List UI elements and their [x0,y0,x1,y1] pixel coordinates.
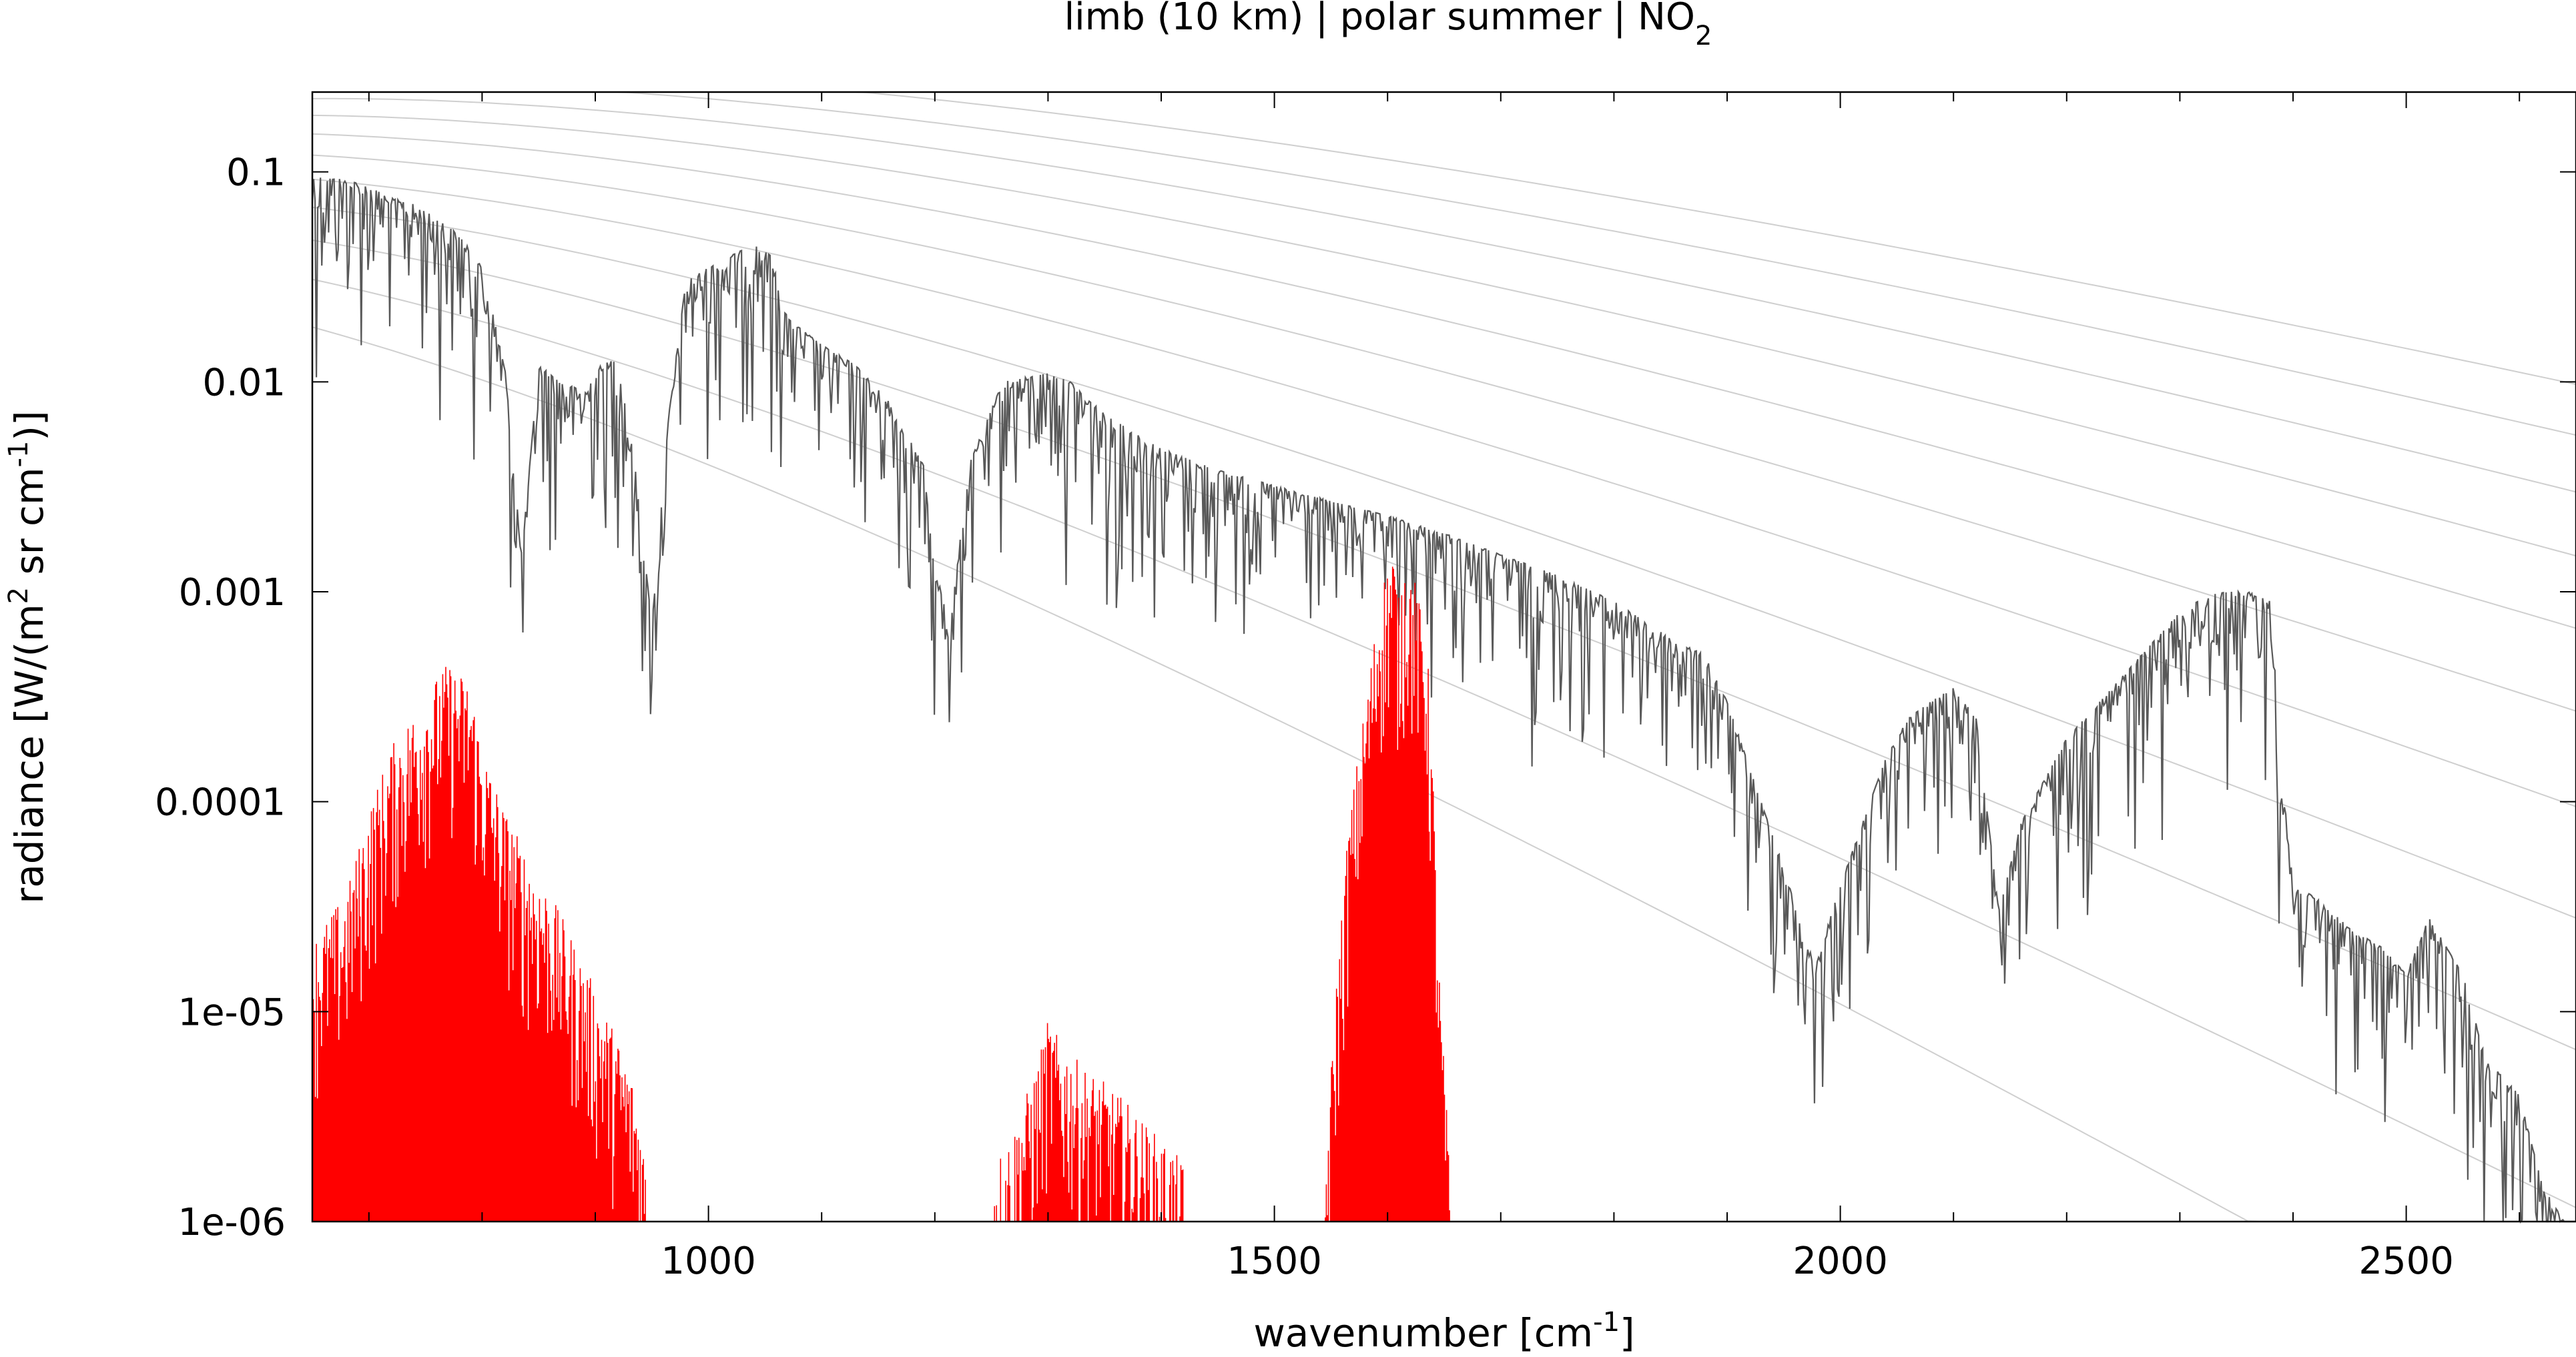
x-tick-label: 2000 [1793,1240,1888,1283]
y-tick-label: 0.01 [202,361,286,404]
planck-curve-300K [312,133,2576,629]
y-tick-label: 0.1 [226,151,286,195]
y-tick-label: 0.0001 [155,781,286,825]
y-axis-label: radiance [W/(m2 sr cm-1)] [3,410,52,903]
total-radiance-series [311,177,2575,1224]
planck-curve-360K [312,91,2576,436]
planck-curve-240K [312,206,2576,919]
x-axis-label: wavenumber [cm-1] [1253,1307,1634,1356]
chart-title: limb (10 km) | polar summer | NO2 [1064,0,1712,51]
y-tick-label: 1e-05 [178,991,286,1034]
planck-curve-180K [312,326,2361,1222]
planck-curve-260K [312,178,2576,807]
no2-band-2 [994,1023,1184,1222]
plot-frame [311,91,2576,1223]
x-tick-label: 1000 [661,1240,756,1283]
x-tick-label: 2500 [2358,1240,2454,1283]
x-tick-label: 1500 [1227,1240,1322,1283]
y-tick-label: 1e-06 [178,1201,286,1244]
total-radiance-line [311,177,2575,1224]
no2-radiance-series [312,566,1450,1222]
no2-band-3 [1325,566,1450,1222]
planck-curve-280K [312,154,2576,712]
planck-curve-200K [312,278,2576,1208]
planck-curve-320K [312,114,2576,557]
planck-curve-340K [312,97,2576,493]
y-tick-label: 0.001 [179,571,286,614]
axes: 1000 1500 2000 2500 0.1 0.01 0.001 0.0001 1e-05 1… [155,92,2576,1283]
